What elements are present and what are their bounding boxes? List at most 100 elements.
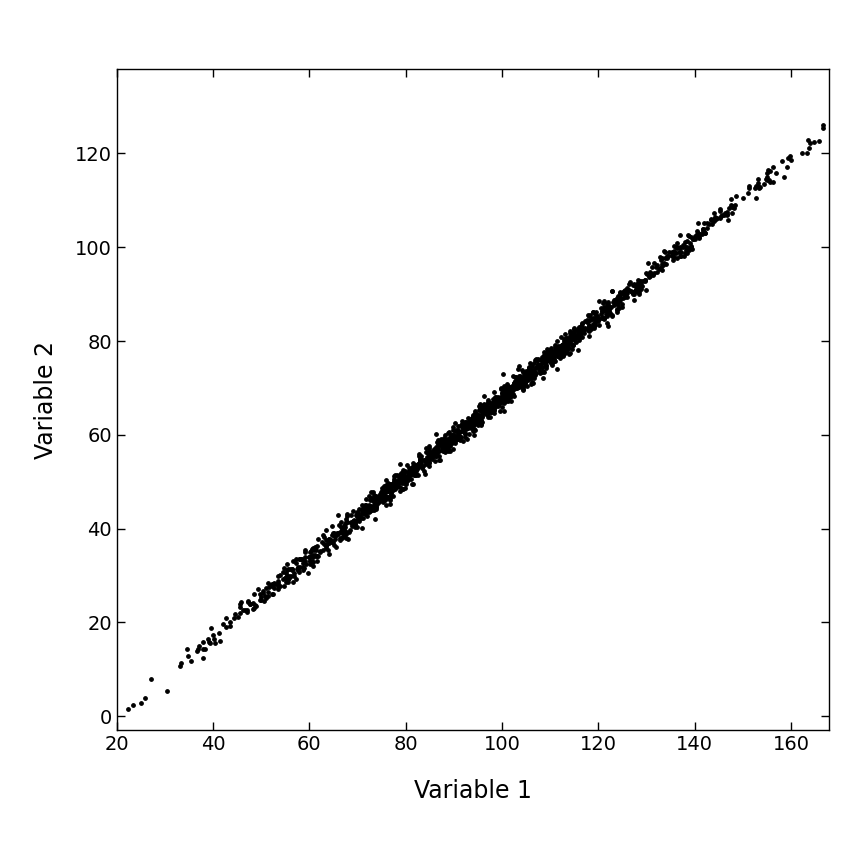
- Point: [558, 327, 572, 340]
- Point: [395, 473, 409, 486]
- Point: [366, 492, 380, 505]
- Point: [376, 495, 390, 509]
- Point: [481, 406, 495, 420]
- Point: [641, 256, 655, 270]
- Point: [632, 275, 646, 289]
- Point: [582, 309, 596, 323]
- Point: [557, 334, 571, 348]
- Point: [491, 399, 505, 413]
- Point: [429, 442, 443, 456]
- Point: [442, 437, 455, 451]
- Point: [627, 278, 641, 292]
- Point: [392, 468, 406, 482]
- Point: [567, 338, 581, 352]
- Point: [505, 379, 518, 393]
- Point: [380, 490, 394, 504]
- Point: [438, 439, 452, 453]
- Point: [384, 486, 397, 499]
- Point: [462, 427, 476, 441]
- Point: [661, 249, 675, 263]
- Point: [387, 473, 401, 486]
- Point: [677, 235, 691, 249]
- Point: [409, 468, 422, 482]
- Point: [535, 360, 549, 374]
- Point: [575, 320, 588, 334]
- Point: [763, 164, 777, 178]
- Point: [556, 346, 570, 359]
- Point: [322, 536, 336, 550]
- Point: [363, 489, 377, 503]
- Point: [575, 317, 588, 331]
- Point: [309, 539, 323, 553]
- Point: [516, 383, 530, 397]
- Point: [386, 483, 400, 497]
- Point: [713, 202, 727, 216]
- Point: [729, 189, 743, 203]
- Point: [323, 535, 337, 549]
- Point: [494, 392, 508, 406]
- Point: [281, 572, 295, 586]
- Point: [541, 353, 555, 367]
- Point: [513, 372, 527, 385]
- Point: [503, 382, 517, 396]
- Point: [696, 226, 709, 240]
- Point: [442, 425, 456, 439]
- Point: [437, 442, 451, 455]
- Point: [472, 418, 486, 432]
- Point: [326, 526, 340, 540]
- Point: [421, 451, 435, 465]
- Point: [308, 540, 321, 554]
- Point: [396, 473, 410, 487]
- Point: [516, 379, 530, 393]
- Point: [514, 372, 528, 386]
- Point: [551, 340, 565, 354]
- Point: [522, 364, 536, 378]
- Point: [598, 300, 612, 314]
- Point: [601, 307, 615, 321]
- Point: [270, 582, 284, 596]
- Point: [527, 356, 541, 370]
- Point: [476, 400, 490, 414]
- Point: [499, 394, 513, 408]
- Point: [570, 331, 584, 345]
- Point: [713, 204, 727, 218]
- Point: [633, 275, 647, 289]
- Point: [665, 249, 679, 263]
- Point: [529, 365, 543, 379]
- Point: [365, 492, 379, 506]
- Point: [512, 380, 526, 394]
- Point: [533, 359, 547, 372]
- Point: [381, 484, 395, 498]
- Point: [428, 448, 442, 461]
- Point: [508, 371, 522, 384]
- Point: [190, 645, 204, 658]
- Point: [348, 520, 362, 534]
- Point: [665, 253, 679, 267]
- Point: [632, 286, 646, 300]
- Point: [520, 378, 534, 392]
- Point: [725, 206, 739, 220]
- Point: [595, 311, 609, 325]
- Point: [477, 400, 491, 414]
- Point: [427, 448, 441, 461]
- Point: [548, 354, 562, 368]
- Point: [360, 505, 374, 519]
- Point: [574, 329, 588, 343]
- Point: [501, 382, 515, 396]
- Point: [467, 408, 480, 422]
- Point: [487, 394, 501, 408]
- Point: [303, 545, 317, 559]
- Point: [795, 146, 809, 160]
- Point: [572, 334, 586, 347]
- Point: [594, 309, 608, 323]
- Point: [467, 410, 480, 423]
- Point: [543, 346, 556, 360]
- Point: [524, 364, 538, 378]
- Point: [632, 276, 645, 290]
- Point: [504, 387, 518, 401]
- Point: [581, 315, 594, 329]
- Point: [509, 377, 523, 391]
- Point: [486, 391, 499, 405]
- Point: [627, 293, 641, 307]
- Point: [568, 324, 581, 338]
